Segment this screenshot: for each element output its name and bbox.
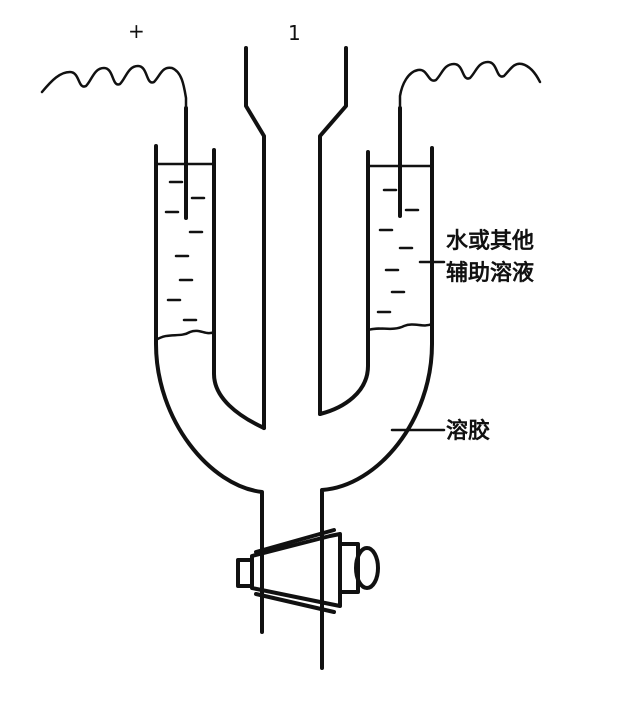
left-solution-dashes: [164, 180, 206, 322]
right-sol-boundary: [366, 322, 434, 332]
solution-label-line1: 水或其他: [446, 228, 534, 254]
solution-label-line2: 辅助溶液: [446, 260, 534, 286]
u-tube-inner-right-arm: [318, 150, 370, 416]
right-solution-dashes: [376, 188, 420, 314]
electrode-one-label: 1: [288, 21, 301, 45]
u-tube-inner-left-arm: [212, 148, 266, 430]
left-sol-boundary: [154, 329, 216, 342]
central-tube-left-wall: [244, 46, 266, 430]
sol-label: 溶胶: [446, 418, 490, 444]
right-wire-coil: [398, 60, 542, 112]
left-wire-coil: [40, 64, 188, 112]
u-tube-outer-wall-right: [320, 146, 434, 670]
stopcock-valve: [236, 528, 380, 614]
plus-sign-label: +: [128, 19, 145, 43]
central-tube-right-wall: [318, 46, 348, 416]
u-tube-outer-wall: [154, 144, 264, 634]
